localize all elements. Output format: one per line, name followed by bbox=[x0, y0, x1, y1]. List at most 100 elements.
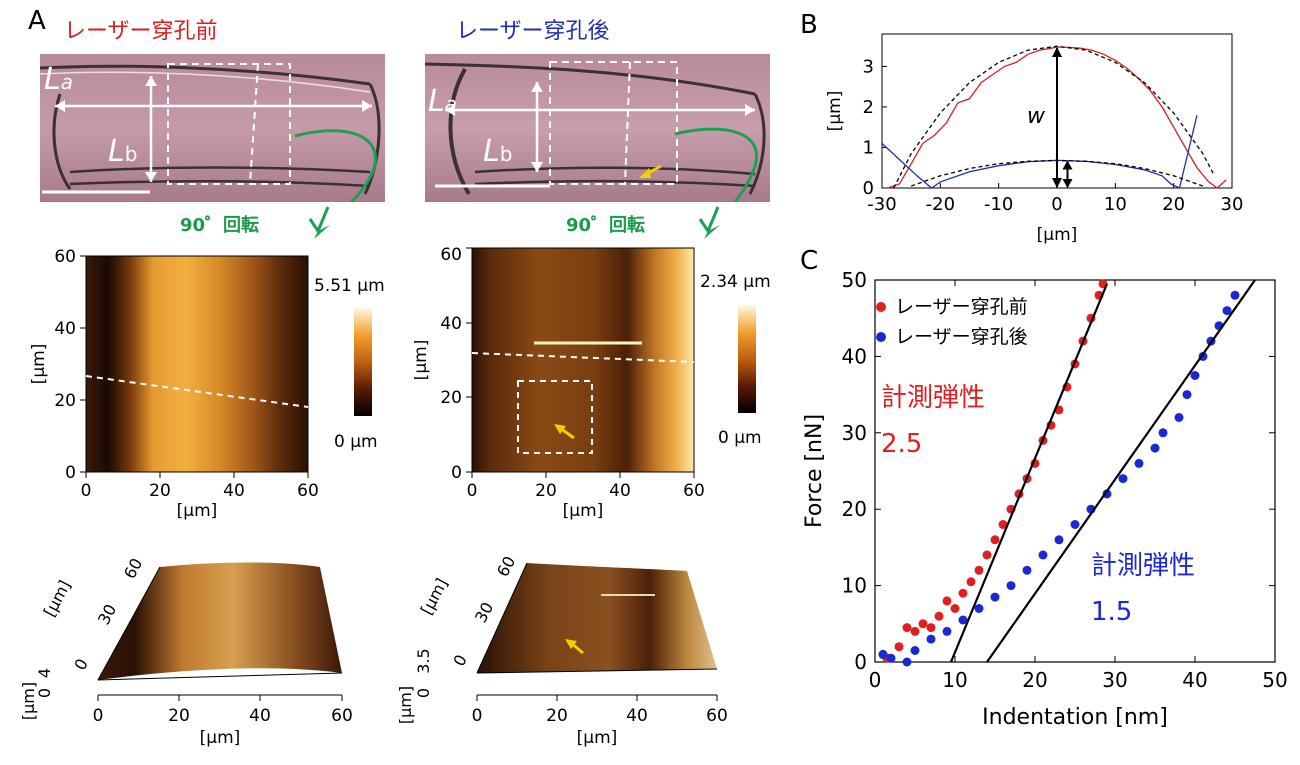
afm-before-ytick: 20 bbox=[54, 391, 76, 411]
chart-c-point-series-1 bbox=[910, 646, 920, 655]
chart-c-point-series-1 bbox=[974, 604, 984, 613]
rotation-arrow-after-icon bbox=[698, 206, 720, 239]
chart-c-ytick-label: 50 bbox=[842, 268, 867, 292]
colorbar-after-max: 2.34 µm bbox=[700, 272, 771, 292]
chart-c-point-series-1 bbox=[1006, 581, 1016, 591]
afm-after-ylabel: [µm] bbox=[414, 340, 431, 381]
chart-c-xtick-label: 30 bbox=[1102, 668, 1127, 692]
chart-c-legend-label: レーザー穿孔前 bbox=[895, 296, 1028, 318]
micrograph-before bbox=[40, 54, 385, 202]
chart-b-ytick-label: 0 bbox=[863, 178, 874, 199]
afm-before-xtick: 40 bbox=[223, 481, 245, 501]
afm-map-after: 0 20 40 60 [µm] 0 20 40 60 [µm] bbox=[414, 245, 705, 521]
afm3d-after-zlabel: [µm] bbox=[396, 686, 415, 724]
afm3d-after-xtick: 0 bbox=[472, 706, 483, 726]
afm-before-xtick: 60 bbox=[297, 481, 319, 501]
chart-c-annotation-label: 計測弾性 bbox=[1091, 551, 1195, 581]
chart-c-point-series-1 bbox=[902, 657, 912, 667]
micrograph-after bbox=[425, 54, 770, 202]
colorbar-before-min: 0 µm bbox=[334, 432, 378, 452]
chart-c-point-series-1 bbox=[1022, 565, 1032, 575]
afm3d-after-ylabel: [µm] bbox=[417, 575, 452, 618]
chart-c-point-series-1 bbox=[1150, 443, 1160, 453]
chart-c-point-series-0 bbox=[974, 565, 984, 575]
chart-c-legend-marker bbox=[876, 332, 886, 342]
afm-before-xlabel: [µm] bbox=[177, 501, 218, 521]
chart-c-legend-marker bbox=[876, 302, 886, 312]
afm-after-ytick: 20 bbox=[440, 388, 462, 408]
chart-c-point-series-1 bbox=[1158, 428, 1168, 438]
panel-letter-b: B bbox=[800, 10, 818, 40]
title-before: レーザー穿孔前 bbox=[64, 19, 218, 44]
chart-c-point-series-1 bbox=[878, 649, 888, 659]
afm-before-ytick: 40 bbox=[54, 319, 76, 339]
chart-b-series-1 bbox=[893, 45, 1216, 189]
afm-after-xtick: 20 bbox=[535, 481, 557, 501]
afm3d-after-ztick: 0 bbox=[414, 688, 433, 698]
panel-letter-c: C bbox=[800, 246, 819, 276]
chart-c-point-series-0 bbox=[998, 520, 1008, 529]
chart-c-point-series-0 bbox=[950, 604, 960, 613]
chart-c-xlabel: Indentation [nm] bbox=[982, 705, 1168, 730]
chart-c-point-series-1 bbox=[1174, 413, 1184, 422]
chart-c-ytick-label: 20 bbox=[842, 497, 867, 521]
afm3d-before-ztick: 0 bbox=[35, 688, 54, 698]
chart-c-point-series-0 bbox=[982, 550, 992, 560]
chart-c-ytick-label: 40 bbox=[842, 344, 867, 368]
chart-b-xtick-label: -30 bbox=[867, 194, 896, 215]
chart-c-point-series-0 bbox=[918, 619, 928, 629]
chart-c-annotation-value: 2.5 bbox=[881, 429, 922, 459]
chart-c-fit-line-1 bbox=[986, 279, 1256, 663]
chart-c-point-series-0 bbox=[934, 611, 944, 621]
chart-c-point-series-1 bbox=[1134, 458, 1144, 468]
chart-b-ytick-label: 2 bbox=[863, 97, 874, 118]
afm-before-ytick: 0 bbox=[65, 463, 76, 483]
chart-c-point-series-1 bbox=[990, 592, 1000, 602]
chart-c-point-series-1 bbox=[1038, 550, 1048, 560]
lb-label-before: Lb bbox=[108, 134, 138, 169]
afm-after-xtick: 60 bbox=[683, 481, 705, 501]
afm-3d-after: 0 20 40 60 [µm] 0 30 60 [µm] 0 3.5 [µm] bbox=[396, 553, 728, 748]
chart-b-xtick-label: 20 bbox=[1162, 194, 1185, 215]
afm-before-ylabel: [µm] bbox=[30, 344, 49, 385]
afm3d-after-ztick: 3.5 bbox=[414, 648, 433, 673]
chart-b-w-label: w bbox=[1027, 104, 1046, 129]
chart-c-point-series-1 bbox=[1070, 520, 1080, 529]
afm3d-after-ytick: 0 bbox=[449, 651, 471, 669]
lb-label-after: Lb bbox=[483, 134, 513, 169]
chart-c-force: 0 10 20 30 40 50 0 10 20 30 40 50 Indentation [nm] Fo… bbox=[802, 268, 1288, 730]
afm3d-after-xtick: 60 bbox=[706, 706, 728, 726]
afm-after-xtick: 0 bbox=[467, 481, 478, 501]
rotation-label-after: 90゜回転 bbox=[566, 215, 646, 236]
chart-c-point-series-1 bbox=[958, 615, 968, 625]
chart-c-xtick-label: 50 bbox=[1262, 668, 1287, 692]
chart-c-point-series-0 bbox=[910, 626, 920, 636]
rotation-label-before: 90゜回転 bbox=[180, 215, 260, 236]
chart-c-point-series-0 bbox=[942, 596, 952, 606]
chart-c-point-series-0 bbox=[966, 577, 976, 587]
chart-c-xtick-label: 40 bbox=[1182, 668, 1207, 692]
chart-c-point-series-0 bbox=[894, 642, 904, 652]
afm3d-before-xtick: 40 bbox=[249, 706, 271, 726]
afm3d-after-ytick: 30 bbox=[471, 599, 497, 626]
chart-c-point-series-0 bbox=[958, 588, 968, 598]
afm3d-before-xlabel: [µm] bbox=[200, 728, 241, 748]
chart-b-xtick-label: 10 bbox=[1104, 194, 1127, 215]
chart-c-ytick-label: 0 bbox=[854, 650, 867, 674]
afm-after-ytick: 0 bbox=[451, 463, 462, 483]
afm3d-before-ztick: 4 bbox=[35, 668, 54, 678]
chart-c-frame bbox=[874, 279, 1276, 663]
chart-b-ytick-label: 1 bbox=[863, 137, 874, 158]
afm-before-xtick: 0 bbox=[81, 481, 92, 501]
chart-c-legend-label: レーザー穿孔後 bbox=[895, 326, 1028, 348]
title-after: レーザー穿孔後 bbox=[456, 19, 610, 44]
chart-c-annotation-value: 1.5 bbox=[1091, 597, 1132, 627]
chart-c-xtick-label: 20 bbox=[1022, 668, 1047, 692]
chart-b-xtick-label: -10 bbox=[984, 194, 1013, 215]
afm-before-ytick: 60 bbox=[54, 247, 76, 267]
afm3d-after-ytick: 60 bbox=[493, 553, 519, 580]
afm3d-before-xtick: 20 bbox=[168, 706, 190, 726]
chart-c-point-series-0 bbox=[902, 623, 912, 633]
afm-after-ytick: 40 bbox=[440, 314, 462, 334]
afm3d-before-ytick: 60 bbox=[120, 555, 146, 582]
